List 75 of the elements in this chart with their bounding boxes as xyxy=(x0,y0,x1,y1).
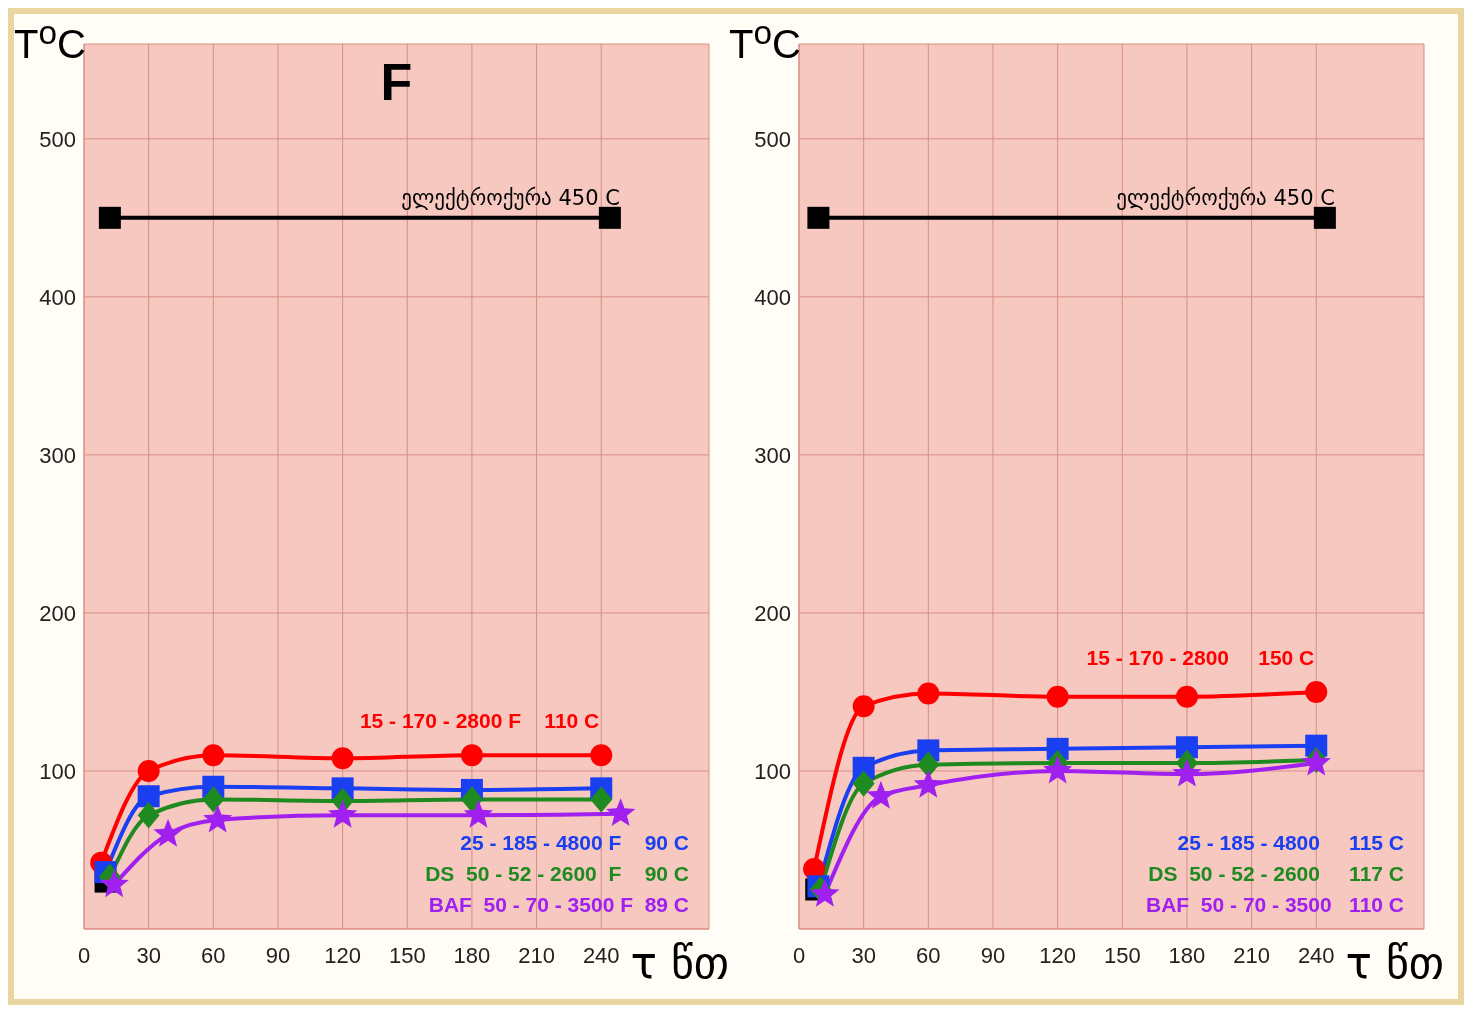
point xyxy=(1046,685,1069,708)
point xyxy=(852,770,875,797)
y-axis-title: T$^{o}$C xyxy=(729,14,801,67)
x-axis-title: τ წთ xyxy=(1345,937,1444,988)
series-label: 15 - 170 - 2800 150 C xyxy=(1086,645,1315,670)
point xyxy=(460,786,483,813)
text: 25 - 185 - 4800 115 C xyxy=(1177,831,1404,855)
point xyxy=(327,799,358,828)
y-tick-label: 100 xyxy=(39,758,76,784)
x-tick-label: 60 xyxy=(916,942,941,968)
point xyxy=(331,747,354,770)
text: BAF 50 - 70 - 3500 F 89 C xyxy=(428,893,689,917)
y-tick-label: 500 xyxy=(39,126,76,152)
point xyxy=(137,802,160,829)
point xyxy=(460,744,483,767)
y-axis-title: T$^{o}$C xyxy=(14,14,86,67)
x-tick-label: 30 xyxy=(136,942,161,968)
point xyxy=(917,751,940,778)
x-tick-label: 210 xyxy=(1233,942,1270,968)
point xyxy=(1175,685,1198,708)
point xyxy=(99,869,129,898)
point xyxy=(202,786,225,813)
x-tick-label: 90 xyxy=(980,942,1006,968)
x-tick-label: 120 xyxy=(1039,942,1076,968)
text: DS 50 - 52 - 2600 F 90 C xyxy=(425,862,689,886)
x-tick-label: 30 xyxy=(851,942,876,968)
point xyxy=(1313,206,1336,229)
text: BAF 50 - 70 - 3500 110 C xyxy=(1146,893,1404,917)
x-tick-label: 120 xyxy=(324,942,361,968)
x-tick-label: 180 xyxy=(453,942,491,968)
point xyxy=(137,759,160,782)
point xyxy=(917,682,940,705)
point xyxy=(866,780,896,809)
point xyxy=(1172,758,1202,787)
point xyxy=(137,785,160,808)
point xyxy=(1042,755,1073,784)
text: DS 50 - 52 - 2600 117 C xyxy=(1148,862,1404,886)
y-tick-label: 200 xyxy=(754,600,791,626)
point xyxy=(1305,680,1328,703)
point xyxy=(98,206,121,229)
point xyxy=(807,206,830,229)
x-tick-label: 0 xyxy=(77,942,91,968)
chart-title: F xyxy=(379,52,414,112)
point xyxy=(913,769,943,798)
point xyxy=(590,786,613,813)
x-tick-label: 0 xyxy=(792,942,806,968)
y-tick-label: 400 xyxy=(754,284,791,310)
x-tick-label: 150 xyxy=(1103,942,1141,968)
point xyxy=(202,804,233,833)
x-tick-label: 150 xyxy=(388,942,426,968)
y-tick-label: 400 xyxy=(39,284,76,310)
point xyxy=(463,799,494,828)
y-tick-label: 300 xyxy=(754,442,791,468)
y-tick-label: 300 xyxy=(39,442,76,468)
y-tick-label: 100 xyxy=(754,758,791,784)
x-tick-label: 60 xyxy=(201,942,226,968)
point xyxy=(153,818,183,847)
x-tick-label: 210 xyxy=(518,942,555,968)
series-label: 25 - 185 - 4800 F 90 C xyxy=(460,831,689,855)
point xyxy=(202,744,225,767)
series-label: ელექტროქურა 450 C xyxy=(401,185,620,210)
series-label: ელექტროქურა 450 C xyxy=(1116,185,1335,210)
y-tick-label: 200 xyxy=(39,600,76,626)
point xyxy=(598,206,621,229)
point xyxy=(810,878,840,907)
series-label: 15 - 170 - 2800 F 110 C xyxy=(359,709,600,734)
x-axis-title: τ წთ xyxy=(630,937,729,988)
point xyxy=(852,695,875,718)
x-tick-label: 240 xyxy=(1297,942,1335,968)
x-tick-label: 180 xyxy=(1168,942,1206,968)
x-tick-label: 90 xyxy=(265,942,291,968)
y-tick-label: 500 xyxy=(754,126,791,152)
x-tick-label: 240 xyxy=(582,942,620,968)
point xyxy=(590,744,613,767)
point xyxy=(605,798,636,827)
